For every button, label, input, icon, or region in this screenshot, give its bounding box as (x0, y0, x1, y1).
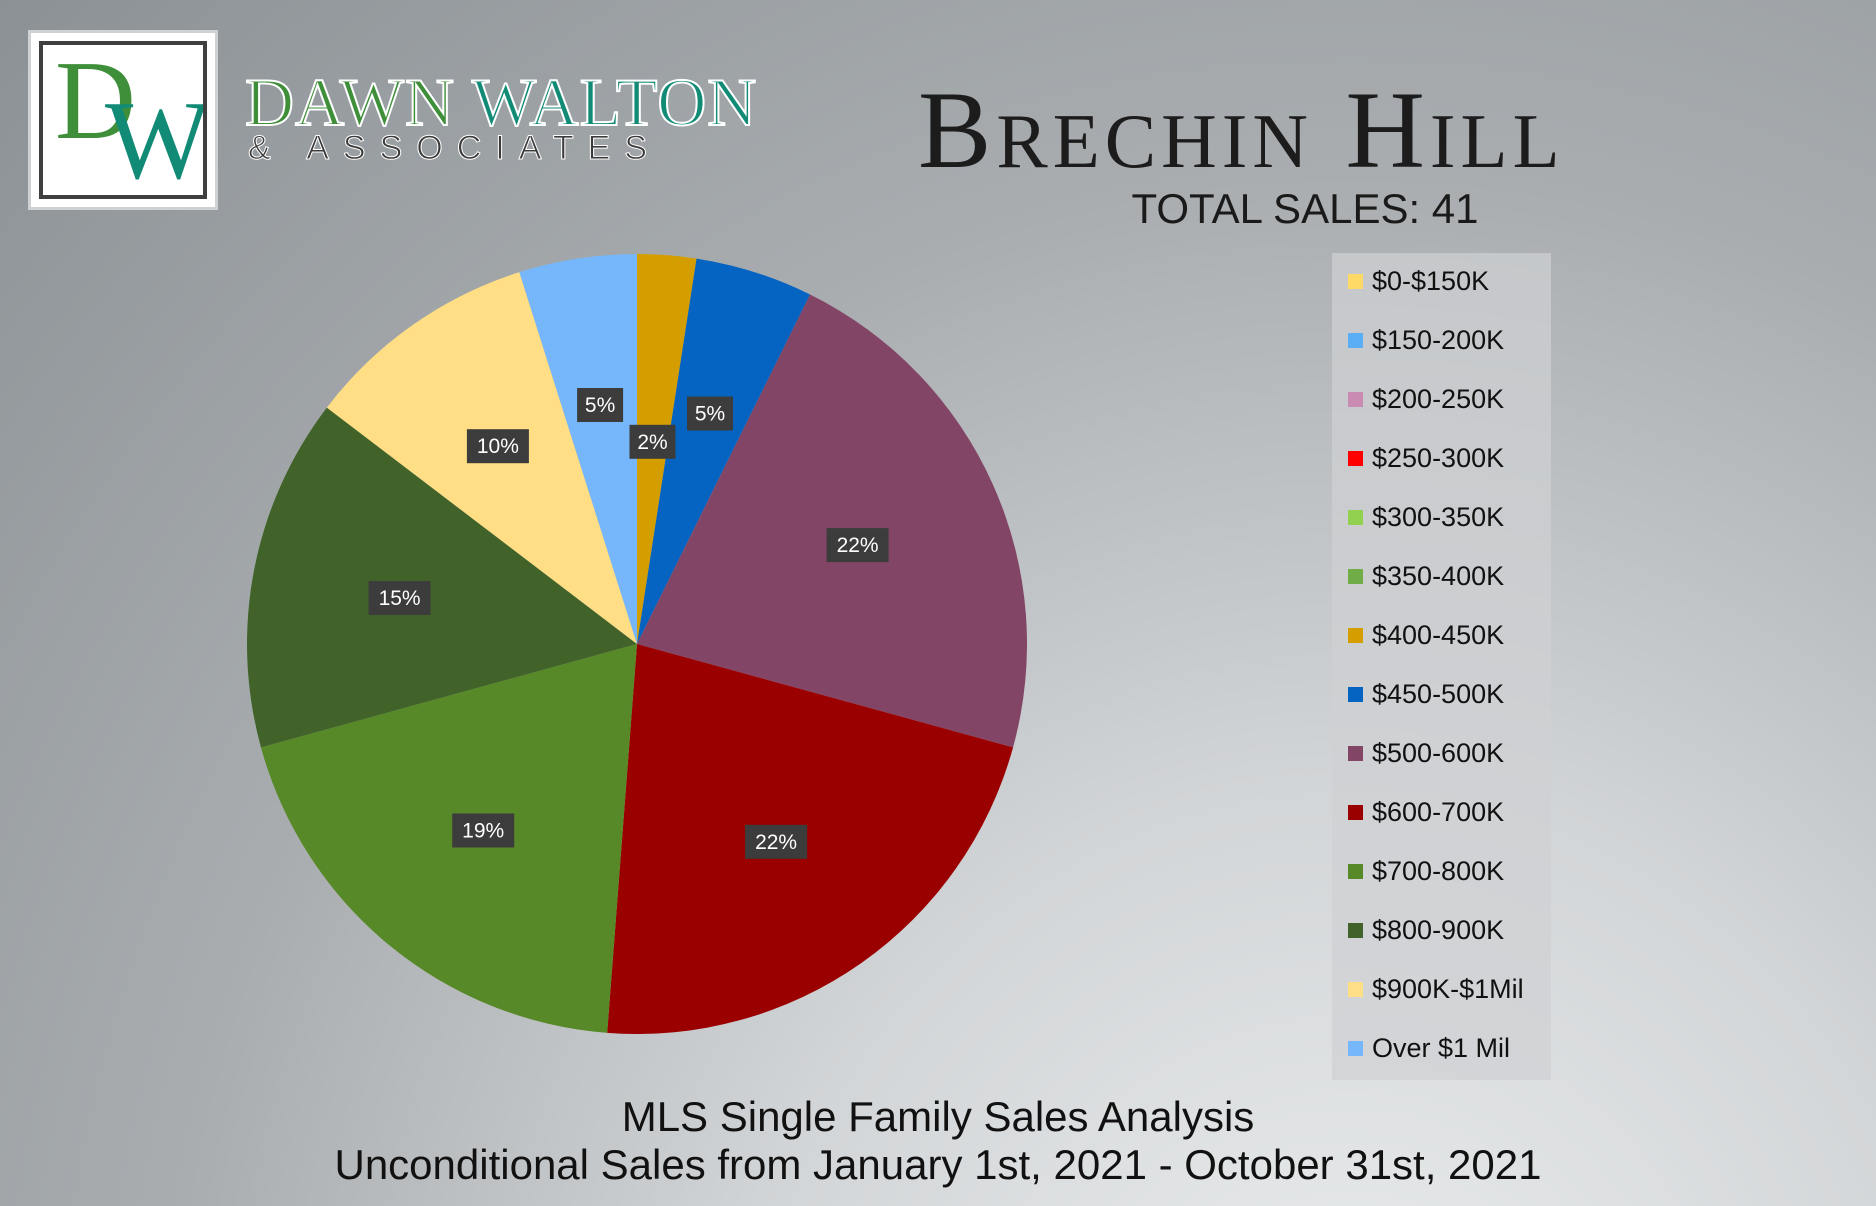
logo-frame: D W (39, 41, 207, 199)
legend-label: $900K-$1Mil (1372, 974, 1524, 1004)
legend-label: $250-300K (1372, 443, 1505, 473)
chart-legend: $0-$150K $150-200K $200-250K $250-300K $300-… (1332, 253, 1551, 1080)
pie-slice-450-500k (637, 258, 811, 644)
legend-swatch (1348, 510, 1363, 525)
data-label-text: 19% (462, 820, 504, 843)
pie-slice-over-1-mil (519, 254, 637, 644)
pie-slice-700-800k (260, 644, 637, 1033)
data-label-box (687, 396, 733, 431)
legend-swatch (1348, 274, 1363, 289)
legend-label: $450-500K (1372, 679, 1505, 709)
legend-swatch (1348, 746, 1363, 761)
legend-label: $200-250K (1372, 384, 1505, 414)
legend-swatch (1348, 687, 1363, 702)
pie-data-labels: 2% 5% 22% 22% 19% 15% 10% 5% (368, 388, 889, 859)
pie-slice-600-700k (607, 644, 1014, 1035)
data-label-box (826, 528, 889, 563)
logo-letter-d: D (55, 41, 136, 163)
legend-swatch (1348, 569, 1363, 584)
pie-slice-800-900k (247, 407, 637, 748)
footer-title: MLS Single Family Sales Analysis (621, 1093, 1255, 1140)
brand-name-first: DAWN (244, 63, 456, 141)
total-sales: TOTAL SALES: 41 (1131, 185, 1479, 232)
legend-label: $150-200K (1372, 325, 1505, 355)
legend-swatch (1348, 451, 1363, 466)
data-label: 5% (577, 388, 624, 422)
pie-slices (247, 254, 1027, 1035)
brand-name-second: WALTON (471, 63, 758, 141)
data-label-text: 2% (637, 431, 667, 454)
legend-swatch (1348, 1041, 1363, 1056)
data-label-text: 10% (477, 435, 519, 458)
data-label: 10% (466, 429, 529, 464)
data-label-box (452, 813, 515, 848)
company-logo: D W (28, 30, 218, 210)
data-label: 19% (452, 813, 515, 848)
data-label-text: 5% (585, 394, 615, 417)
legend-label: Over $1 Mil (1372, 1033, 1511, 1063)
legend-swatch (1348, 628, 1363, 643)
legend-swatch (1348, 805, 1363, 820)
data-label: 2% (629, 424, 676, 459)
legend-label: $400-450K (1372, 620, 1505, 650)
data-label: 22% (745, 824, 808, 859)
data-label-box (368, 581, 431, 615)
data-label-text: 5% (695, 403, 725, 426)
legend-swatch (1348, 864, 1363, 879)
data-label: 15% (368, 581, 431, 615)
logo-letter-w: W (105, 79, 207, 199)
legend-label: $700-800K (1372, 856, 1505, 886)
data-label-box (629, 424, 676, 459)
legend-swatch (1348, 333, 1363, 348)
pie-slice-500-600k (637, 294, 1027, 748)
data-label-text: 22% (837, 534, 879, 557)
data-label: 22% (826, 528, 889, 563)
data-label-box (466, 429, 529, 464)
legend-label: $350-400K (1372, 561, 1505, 591)
legend-label: $600-700K (1372, 797, 1505, 827)
legend-label: $800-900K (1372, 915, 1505, 945)
data-label-text: 22% (755, 831, 797, 854)
brand-name: DAWN WALTON (244, 63, 758, 141)
area-title: Brechin Hill (918, 69, 1565, 191)
footer-date-range: Unconditional Sales from January 1st, 20… (334, 1141, 1542, 1188)
data-label-box (745, 824, 808, 859)
legend-label: $500-600K (1372, 738, 1505, 768)
legend-swatch (1348, 923, 1363, 938)
data-label-box (577, 388, 624, 422)
legend-label: $0-$150K (1372, 266, 1490, 296)
brand-tagline: & ASSOCIATES (247, 129, 662, 168)
legend-label: $300-350K (1372, 502, 1505, 532)
data-label-text: 15% (379, 587, 421, 610)
legend-swatch (1348, 982, 1363, 997)
data-label: 5% (687, 396, 733, 431)
legend-swatch (1348, 392, 1363, 407)
